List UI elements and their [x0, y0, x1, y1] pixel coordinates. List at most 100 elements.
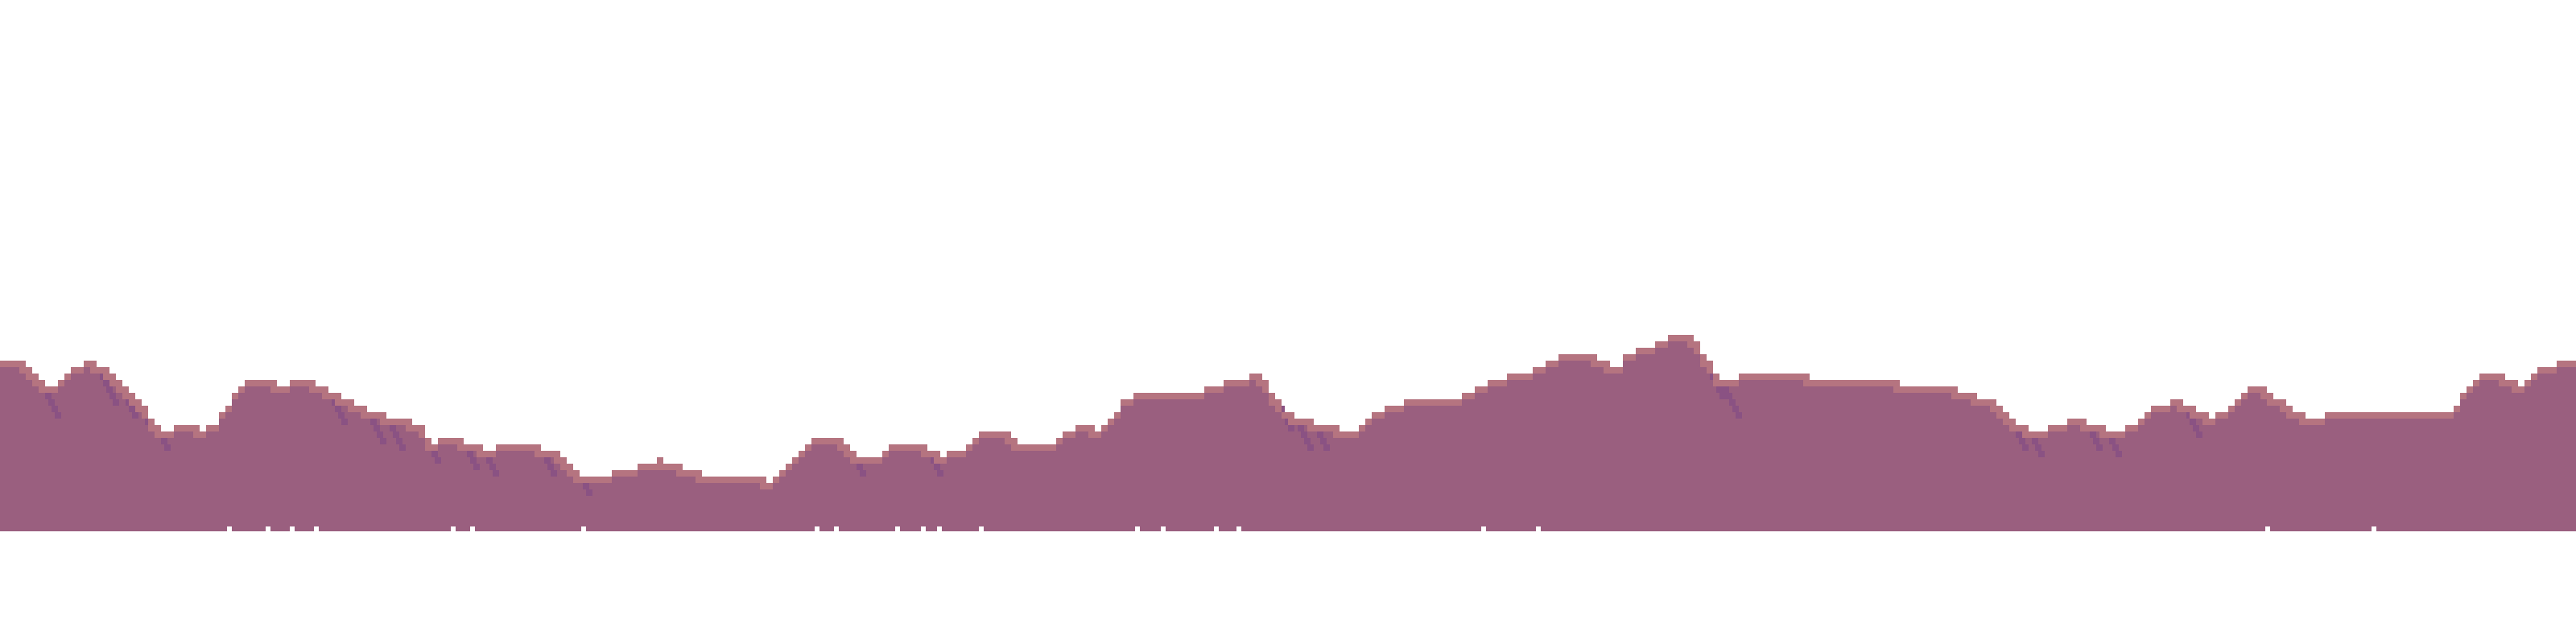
ridge-highlight-pixel: [2351, 412, 2357, 419]
ridge-highlight-pixel: [1501, 380, 1507, 386]
ridge-highlight-pixel: [1539, 367, 1546, 374]
ridge-highlight-pixel: [1172, 393, 1179, 399]
ridge-highlight-pixel: [109, 374, 116, 386]
ridge-highlight-pixel: [264, 380, 270, 386]
shadow-streak-pixel: [586, 489, 592, 496]
shadow-streak-pixel: [2032, 438, 2038, 444]
ridge-highlight-pixel: [1397, 406, 1404, 412]
shadow-streak-pixel: [473, 464, 480, 470]
ridge-highlight-pixel: [1984, 399, 1990, 406]
ridge-highlight-pixel: [1810, 380, 1816, 386]
ridge-highlight-pixel: [386, 419, 393, 425]
ridge-highlight-pixel: [1913, 386, 1919, 393]
ridge-highlight-pixel: [1269, 393, 1275, 406]
shadow-streak-pixel: [380, 438, 386, 444]
ridge-highlight-pixel: [39, 380, 45, 393]
ridge-highlight-pixel: [2421, 412, 2428, 419]
ridge-highlight-pixel: [1030, 444, 1037, 451]
shadow-streak-pixel: [2193, 425, 2199, 431]
ridge-highlight-pixel: [380, 412, 386, 425]
ridge-highlight-pixel: [1378, 412, 1385, 419]
ridge-highlight-pixel: [431, 444, 438, 451]
base-notch: [1536, 526, 1541, 531]
ridge-highlight-pixel: [831, 438, 837, 444]
shadow-streak-pixel: [52, 406, 58, 412]
ridge-highlight-pixel: [2492, 374, 2499, 380]
ridge-highlight-pixel: [2293, 412, 2299, 419]
ridge-highlight-pixel: [412, 425, 419, 431]
ridge-highlight-pixel: [2396, 412, 2402, 419]
ridge-highlight-pixel: [876, 457, 882, 464]
ridge-highlight-pixel: [1204, 386, 1211, 393]
ridge-highlight-pixel: [1114, 412, 1121, 419]
ridge-highlight-pixel: [753, 477, 760, 483]
ridge-highlight-pixel: [213, 425, 219, 431]
ridge-highlight-pixel: [618, 470, 625, 477]
ridge-highlight-pixel: [1288, 412, 1294, 425]
ridge-highlight-pixel: [1166, 393, 1172, 399]
ridge-highlight-pixel: [1520, 374, 1526, 380]
ridge-highlight-pixel: [406, 419, 412, 431]
ridge-highlight-pixel: [367, 412, 374, 419]
ridge-highlight-pixel: [225, 406, 232, 412]
base-notch: [314, 526, 319, 531]
shadow-streak-pixel: [1301, 431, 1307, 438]
ridge-highlight-pixel: [2177, 399, 2183, 412]
ridge-highlight-pixel: [1893, 380, 1900, 393]
base-notch: [2372, 526, 2376, 531]
ridge-highlight-pixel: [663, 464, 670, 470]
shadow-streak-pixel: [338, 412, 345, 419]
ridge-highlight-pixel: [2254, 386, 2260, 393]
shadow-streak-pixel: [937, 470, 943, 477]
ridge-highlight-pixel: [2280, 399, 2286, 412]
shadow-streak-pixel: [860, 470, 866, 477]
ridge-highlight-pixel: [1584, 354, 1591, 361]
ridge-highlight-pixel: [741, 477, 747, 483]
ridge-highlight-pixel: [322, 386, 328, 399]
ridge-highlight-pixel: [586, 477, 592, 483]
ridge-highlight-pixel: [296, 380, 303, 386]
ridge-highlight-pixel: [1552, 361, 1558, 367]
ridge-highlight-pixel: [2570, 361, 2576, 367]
ridge-highlight-pixel: [135, 399, 142, 412]
shadow-streak-pixel: [2090, 431, 2096, 438]
base-notch: [921, 526, 926, 531]
ridge-highlight-pixel: [1758, 374, 1765, 380]
ridge-highlight-pixel: [1674, 335, 1681, 341]
ridge-highlight-pixel: [1082, 425, 1088, 431]
ridge-highlight-pixel: [1037, 444, 1043, 451]
ridge-highlight-pixel: [786, 464, 792, 470]
ridge-highlight-pixel: [316, 386, 322, 393]
ridge-highlight-pixel: [2441, 412, 2447, 419]
ridge-highlight-pixel: [483, 451, 489, 457]
base-notch: [470, 526, 475, 531]
ridge-highlight-pixel: [2499, 374, 2505, 386]
ridge-highlight-pixel: [2318, 419, 2325, 425]
shadow-streak-pixel: [1320, 438, 1327, 444]
ridge-highlight-pixel: [1932, 386, 1938, 393]
ridge-highlight-pixel: [1005, 431, 1011, 444]
ridge-highlight-pixel: [760, 477, 766, 489]
ridge-highlight-pixel: [1745, 374, 1752, 380]
ridge-highlight-pixel: [1784, 374, 1790, 380]
ridge-highlight-pixel: [464, 444, 470, 451]
shadow-streak-pixel: [2019, 438, 2025, 444]
ridge-highlight-pixel: [1256, 374, 1262, 386]
ridge-highlight-pixel: [489, 451, 496, 457]
shadow-streak-pixel: [2093, 438, 2099, 444]
ridge-highlight-pixel: [1546, 361, 1552, 367]
ridge-highlight-pixel: [2125, 425, 2132, 431]
ridge-highlight-pixel: [670, 464, 676, 470]
ridge-highlight-pixel: [2325, 412, 2331, 419]
shadow-streak-pixel: [1298, 425, 1304, 431]
ridge-highlight-pixel: [805, 444, 811, 451]
ridge-highlight-pixel: [2003, 412, 2009, 425]
ridge-highlight-pixel: [1391, 406, 1397, 412]
ridge-highlight-pixel: [1404, 399, 1410, 406]
ridge-highlight-pixel: [528, 444, 535, 451]
ridge-highlight-pixel: [2383, 412, 2389, 419]
ridge-highlight-pixel: [2537, 367, 2544, 374]
ridge-highlight-pixel: [1423, 399, 1430, 406]
ridge-highlight-pixel: [1990, 399, 1996, 412]
ridge-highlight-pixel: [1372, 412, 1378, 419]
